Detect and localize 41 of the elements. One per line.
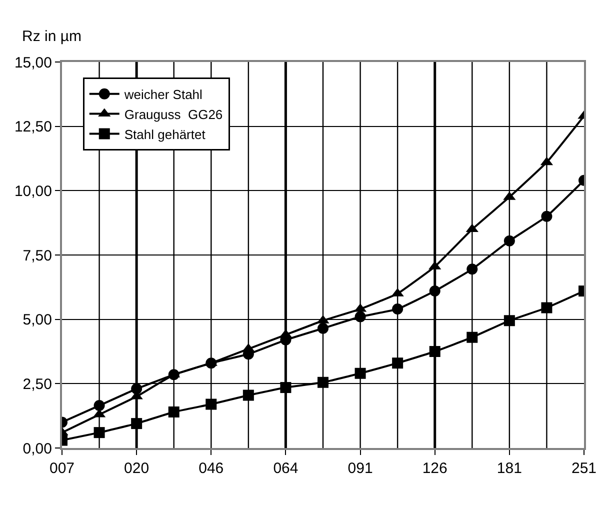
- point: [541, 210, 552, 222]
- point: [429, 286, 440, 297]
- legend-label: weicher Stahl: [123, 86, 203, 102]
- point: [94, 427, 105, 438]
- point: [354, 311, 366, 322]
- y-tick-label: 7,50: [22, 247, 52, 264]
- y-tick-label: 10,00: [14, 182, 52, 200]
- x-tick-label: 251: [571, 460, 597, 477]
- y-tick-label: 2,50: [22, 376, 52, 393]
- point: [466, 332, 478, 343]
- y-tick-label: 5,00: [22, 312, 52, 329]
- point: [466, 264, 478, 275]
- point: [168, 406, 180, 418]
- legend-label: Grauguss GG26: [124, 106, 223, 122]
- point: [131, 383, 142, 394]
- x-tick-label: 007: [49, 460, 75, 477]
- x-tick-label: 091: [348, 460, 373, 477]
- point: [354, 368, 366, 379]
- point: [392, 358, 404, 369]
- point: [94, 400, 105, 412]
- x-tick-label: 064: [273, 460, 298, 477]
- point: [318, 376, 328, 388]
- point: [280, 382, 292, 394]
- y-tick-label: 12,50: [14, 118, 52, 136]
- point: [504, 315, 515, 326]
- x-tick-label: 046: [198, 460, 224, 477]
- x-tick-label: 126: [422, 460, 448, 477]
- point: [392, 304, 404, 315]
- legend-label: Stahl gehärtet: [124, 126, 206, 142]
- point: [541, 302, 552, 314]
- point: [504, 235, 515, 246]
- point: [318, 322, 328, 334]
- x-tick-label: 181: [496, 460, 522, 477]
- y-tick-label: 0,00: [22, 440, 52, 458]
- point: [429, 346, 440, 357]
- x-tick-label: 020: [124, 460, 150, 477]
- point: [242, 390, 254, 401]
- point: [206, 398, 217, 410]
- y-tick-label: 15,00: [14, 54, 52, 72]
- point: [131, 418, 142, 430]
- y-axis-title: Rz in µm: [22, 28, 82, 45]
